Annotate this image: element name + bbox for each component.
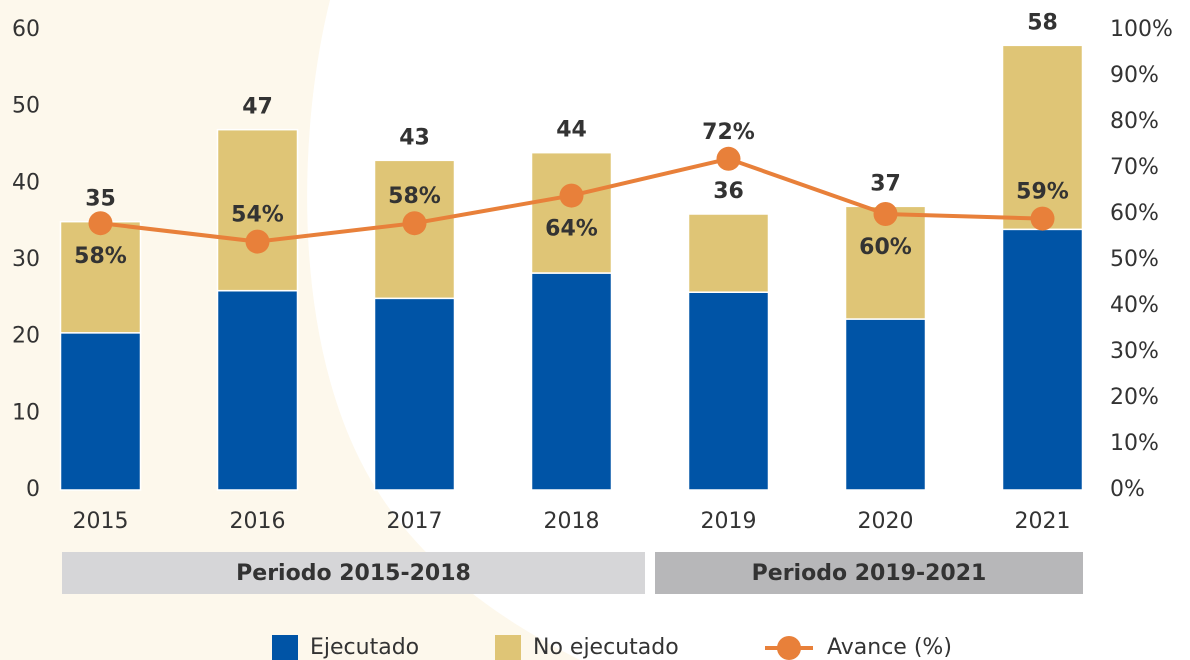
- total-label: 37: [870, 171, 901, 196]
- y-tick-label: 20: [12, 324, 40, 349]
- line-label: 58%: [74, 244, 127, 269]
- bar-segment: [530, 272, 613, 491]
- legend-swatch: [495, 635, 521, 660]
- bar-segment: [1001, 228, 1084, 491]
- legend-label: Avance (%): [827, 635, 952, 660]
- line-label: 54%: [231, 203, 284, 228]
- y-tick-label: 10: [12, 400, 40, 425]
- line-label: 58%: [388, 184, 441, 209]
- x-tick-label: 2018: [544, 509, 600, 534]
- x-tick-label: 2016: [230, 509, 286, 534]
- total-label: 47: [242, 95, 273, 120]
- y2-tick-label: 20%: [1110, 385, 1159, 410]
- legend-swatch: [272, 635, 298, 660]
- total-label: 58: [1027, 10, 1058, 35]
- bar-segment: [530, 151, 613, 274]
- period-label: Periodo 2019-2021: [752, 561, 987, 586]
- x-tick-label: 2015: [73, 509, 129, 534]
- y2-tick-label: 40%: [1110, 293, 1159, 318]
- total-label: 43: [399, 125, 430, 150]
- x-tick-label: 2020: [858, 509, 914, 534]
- y2-tick-label: 70%: [1110, 155, 1159, 180]
- bar-segment: [687, 213, 770, 293]
- line-point: [88, 211, 113, 236]
- line-point: [559, 183, 584, 208]
- legend-label: Ejecutado: [310, 635, 419, 660]
- bar-segment: [844, 318, 927, 491]
- y2-tick-label: 50%: [1110, 247, 1159, 272]
- y2-tick-label: 90%: [1110, 63, 1159, 88]
- y-tick-label: 30: [12, 247, 40, 272]
- line-point: [716, 146, 741, 171]
- line-point: [873, 202, 898, 226]
- y2-tick-label: 100%: [1110, 17, 1173, 42]
- y2-tick-label: 80%: [1110, 109, 1159, 134]
- y2-tick-label: 60%: [1110, 201, 1159, 226]
- bar-segment: [59, 332, 142, 491]
- y2-tick-label: 10%: [1110, 431, 1159, 456]
- bar-segment: [373, 297, 456, 491]
- x-tick-label: 2021: [1015, 509, 1071, 534]
- period-band: [62, 552, 645, 594]
- total-label: 35: [85, 187, 116, 212]
- line-point: [1030, 206, 1055, 231]
- total-label: 44: [556, 118, 587, 143]
- legend-label: No ejecutado: [533, 635, 679, 660]
- bar-segment: [1001, 44, 1084, 231]
- total-label: 36: [713, 179, 744, 204]
- line-point: [245, 229, 270, 254]
- y-tick-label: 0: [26, 477, 40, 502]
- line-label: 60%: [859, 235, 912, 260]
- x-tick-label: 2017: [387, 509, 443, 534]
- period-label: Periodo 2015-2018: [236, 561, 471, 586]
- line-label: 59%: [1016, 180, 1069, 205]
- y2-tick-label: 0%: [1110, 477, 1145, 502]
- bar-segment: [216, 128, 299, 292]
- line-label: 64%: [545, 217, 598, 242]
- line-label: 72%: [702, 120, 755, 145]
- y-tick-label: 60: [12, 17, 40, 42]
- line-point: [402, 211, 427, 236]
- bar-segment: [216, 289, 299, 491]
- bar-segment: [687, 291, 770, 491]
- y2-tick-label: 30%: [1110, 339, 1159, 364]
- x-tick-label: 2019: [701, 509, 757, 534]
- y-tick-label: 40: [12, 170, 40, 195]
- legend-swatch: [777, 636, 801, 660]
- y-tick-label: 50: [12, 94, 40, 119]
- period-band: [655, 552, 1083, 594]
- bar-segment: [59, 220, 142, 334]
